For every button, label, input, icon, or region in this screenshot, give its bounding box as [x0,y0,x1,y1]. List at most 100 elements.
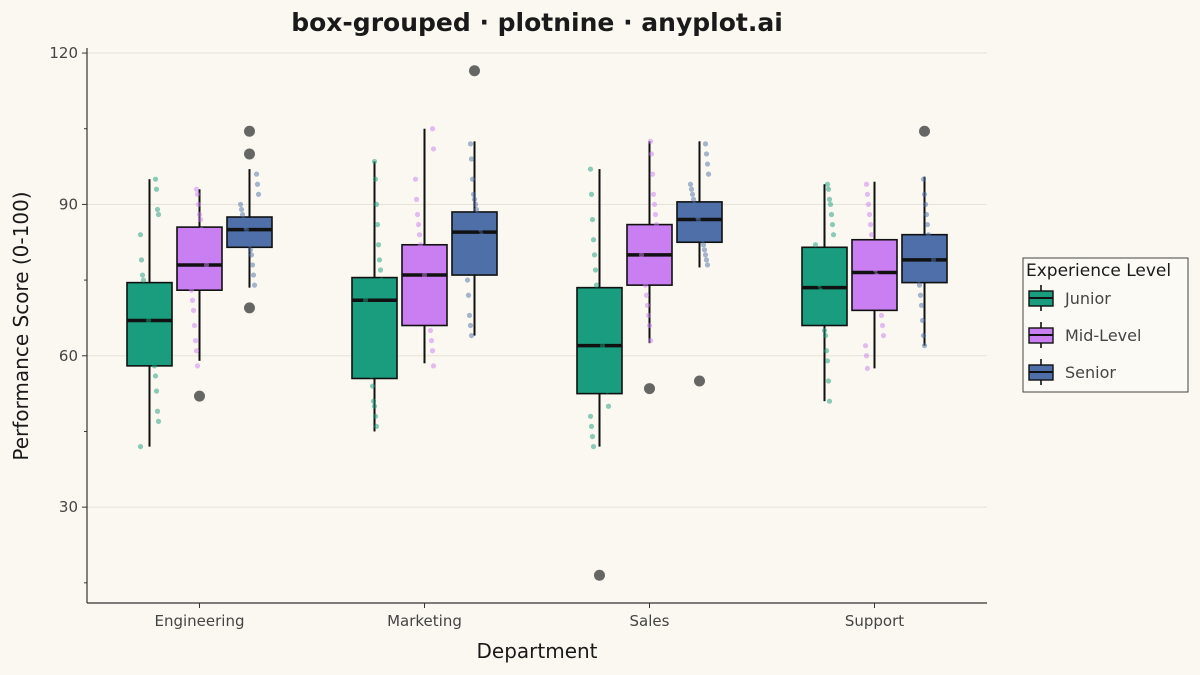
y-tick-label: 30 [59,498,78,516]
jitter-point [590,443,597,450]
jitter-point [366,343,373,349]
jitter-point [197,216,204,223]
box [401,243,448,327]
jitter-point [196,211,203,218]
jitter-point [828,211,835,218]
jitter-point [595,302,602,308]
jitter-point [465,292,472,298]
outlier-point [919,125,930,137]
outlier-point [194,390,205,402]
jitter-point [691,201,698,208]
jitter-point [472,201,479,208]
jitter-point [154,408,161,414]
jitter-point [424,297,431,303]
jitter-point [825,378,832,384]
jitter-point [150,353,157,359]
jitter-point [205,272,212,278]
jitter-point [248,252,255,258]
jitter-point [146,322,153,329]
jitter-point [153,388,160,394]
jitter-point [363,307,370,313]
jitter-point [374,221,381,228]
jitter-point [596,312,603,319]
x-tick-label: Engineering [155,612,245,630]
jitter-point [427,327,434,334]
legend-label: Senior [1065,363,1116,382]
jitter-point [702,252,709,258]
jitter-point [373,423,380,430]
jitter-point [247,247,254,253]
jitter-point [690,196,697,202]
jitter-point [643,292,650,298]
jitter-point [419,262,426,268]
jitter-point [824,358,831,364]
jitter-point [474,211,481,218]
jitter-point [654,232,661,238]
jitter-point [868,232,875,238]
jitter-point [464,277,471,283]
outlier-point [244,125,255,137]
jitter-point [244,232,251,238]
jitter-point [429,348,436,354]
jitter-point [416,232,423,238]
jitter-point [429,126,436,132]
jitter-point [145,317,152,324]
jitter-point [192,338,199,344]
series-senior [226,65,948,387]
jitter-point [379,282,386,288]
jitter-point [188,287,195,293]
jitter-point [827,201,834,208]
jitter-point [867,221,874,228]
jitter-point [642,282,649,288]
jitter-point [238,206,245,213]
jitter-point [250,272,257,278]
jitter-point [475,216,482,223]
jitter-point [814,262,821,268]
jitter-point [143,302,150,308]
jitter-point [375,242,382,248]
jitter-point [415,221,422,228]
jitter-point [254,181,261,187]
jitter-point [918,302,925,308]
jitter-point [149,343,156,349]
jitter-point [249,262,256,268]
jitter-point [422,277,429,283]
jitter-point [922,201,929,208]
jitter-point [428,338,435,344]
jitter-point [470,191,477,197]
jitter-point [368,373,375,379]
jitter-point [919,317,926,324]
jitter-point [816,282,823,288]
jitter-point [871,257,878,263]
jitter-point [241,221,248,228]
jitter-point [702,141,709,147]
jitter-point [652,211,659,218]
jitter-point [697,227,704,233]
jitter-point [597,322,604,329]
jitter-point [603,378,610,384]
series-junior [126,158,848,581]
jitter-point [925,232,932,238]
jitter-point [202,257,209,263]
box [126,281,173,367]
jitter-point [418,252,425,258]
jitter-point [923,211,930,218]
jitter-point [421,272,428,278]
jitter-point [826,196,833,202]
jitter-point [647,138,654,144]
jitter-point [917,292,924,298]
jitter-point [650,191,657,197]
plot-area [126,65,948,581]
jitter-point [255,191,262,197]
jitter-point [693,211,700,218]
jitter-point [823,348,830,354]
jitter-point [598,332,605,339]
jitter-point [655,237,662,243]
x-axis-title: Department [476,639,597,663]
jitter-point [870,252,877,258]
jitter-point [869,242,876,248]
outlier-point [469,65,480,77]
y-axis-title: Performance Score (0-100) [9,191,33,460]
x-tick-label: Support [845,612,904,630]
jitter-point [822,332,829,339]
